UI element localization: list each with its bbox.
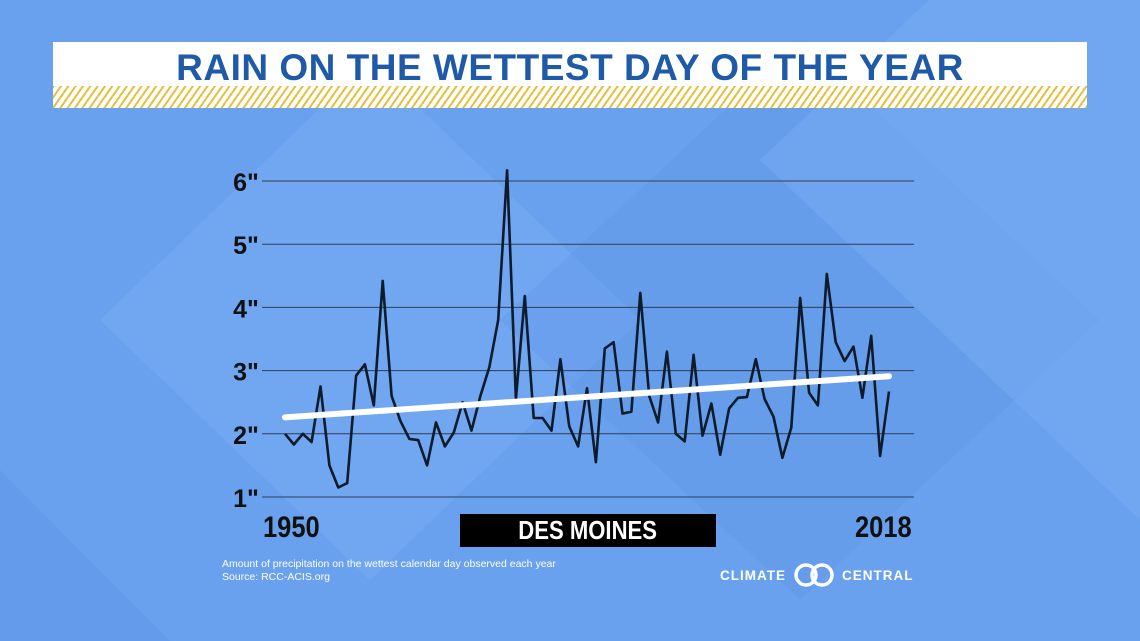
logo-text-left: CLIMATE bbox=[720, 567, 786, 583]
data-series-line bbox=[284, 169, 891, 489]
location-label: DES MOINES bbox=[518, 515, 658, 545]
y-tick-label-6: 6" bbox=[233, 169, 259, 197]
chart-caption: Amount of precipitation on the wettest c… bbox=[222, 558, 556, 583]
y-axis-tick-labels: 1" 2" 3" 4" 5" 6" bbox=[233, 169, 259, 513]
title-banner: RAIN ON THE WETTEST DAY OF THE YEAR bbox=[53, 42, 1087, 108]
y-tick-label-4: 4" bbox=[233, 295, 259, 323]
y-tick-label-1: 1" bbox=[233, 485, 259, 513]
gridlines bbox=[262, 180, 914, 498]
trend-line bbox=[282, 373, 892, 421]
caption-description: Amount of precipitation on the wettest c… bbox=[222, 558, 556, 570]
title-hatch-stripe bbox=[53, 86, 1087, 108]
location-label-box: DES MOINES bbox=[460, 514, 716, 547]
logo-text-right: CENTRAL bbox=[842, 567, 914, 583]
y-tick-label-3: 3" bbox=[233, 359, 259, 387]
caption-source: Source: RCC-ACIS.org bbox=[222, 570, 330, 583]
chart-title: RAIN ON THE WETTEST DAY OF THE YEAR bbox=[176, 47, 964, 88]
interlocking-rings-icon bbox=[794, 563, 834, 587]
x-tick-start-year: 1950 bbox=[263, 511, 320, 544]
y-tick-label-5: 5" bbox=[233, 232, 259, 260]
x-tick-end-year: 2018 bbox=[855, 511, 912, 544]
y-tick-label-2: 2" bbox=[233, 422, 259, 450]
climate-central-logo: CLIMATE CENTRAL bbox=[720, 562, 915, 588]
